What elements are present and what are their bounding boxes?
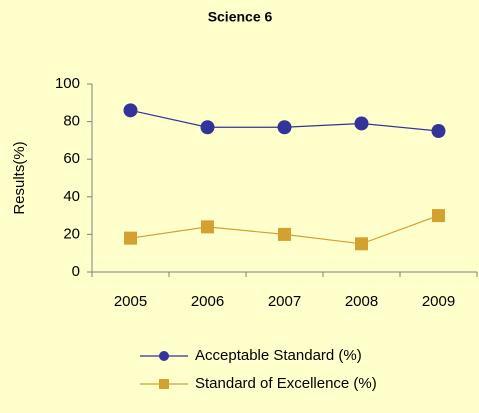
data-point — [355, 237, 368, 251]
chart-title: Science 6 — [208, 9, 273, 25]
legend-label: Acceptable Standard (%) — [195, 347, 362, 364]
data-point — [123, 103, 138, 118]
data-point — [431, 124, 446, 138]
data-point — [277, 120, 292, 135]
y-tick-label: 60 — [63, 150, 80, 167]
data-point — [354, 116, 369, 131]
x-tick-label: 2007 — [268, 293, 301, 310]
y-tick-label: 40 — [63, 188, 80, 205]
legend-label: Standard of Excellence (%) — [195, 375, 377, 392]
y-tick-label: 80 — [63, 113, 80, 130]
y-tick-label: 0 — [72, 263, 80, 280]
data-point — [432, 209, 445, 223]
y-tick-label: 100 — [55, 75, 80, 92]
data-point — [278, 227, 291, 241]
data-point — [201, 220, 214, 234]
data-point — [200, 120, 215, 135]
y-tick-label: 20 — [63, 225, 80, 242]
legend-marker — [159, 351, 169, 361]
legend-marker — [159, 379, 169, 389]
x-tick-label: 2008 — [345, 293, 378, 310]
x-tick-label: 2006 — [191, 293, 224, 310]
x-tick-label: 2005 — [114, 293, 147, 310]
y-axis-label: Results(%) — [11, 141, 28, 214]
data-point — [124, 231, 137, 245]
x-tick-label: 2009 — [422, 293, 455, 310]
